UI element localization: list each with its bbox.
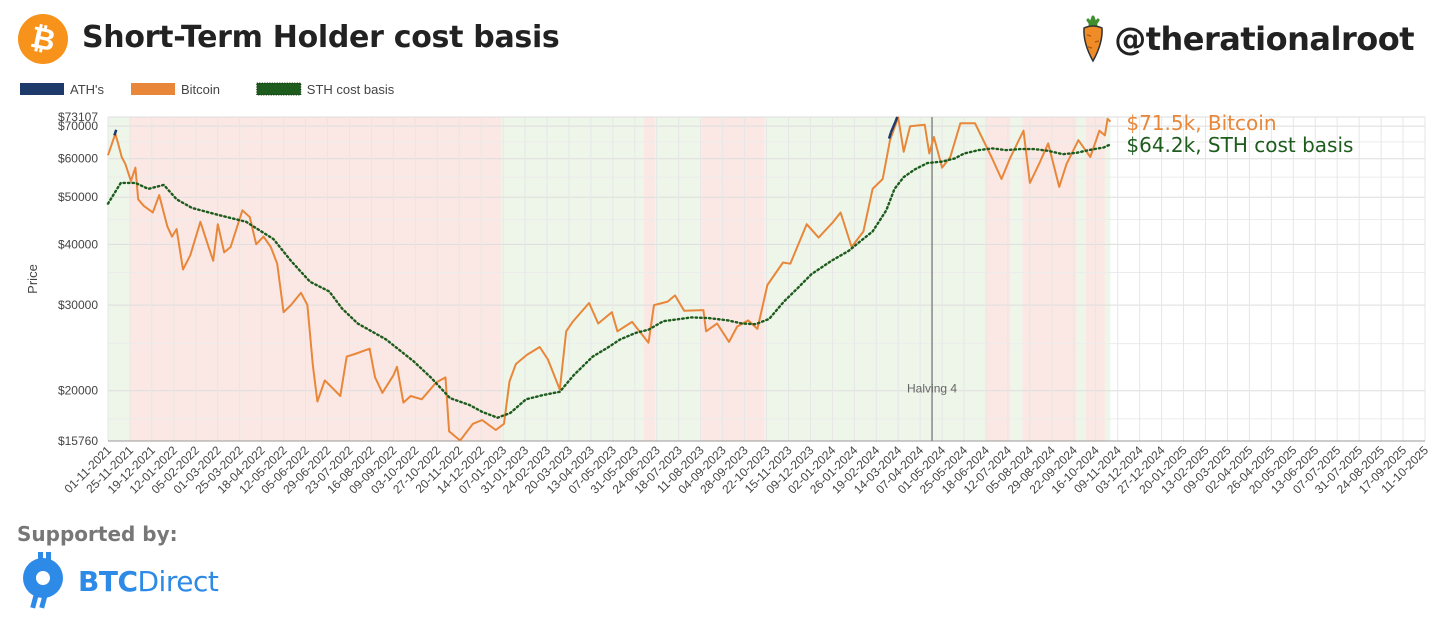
carrot-icon	[1083, 15, 1104, 63]
y-tick-label: $20000	[58, 384, 98, 398]
legend-swatch	[131, 83, 175, 95]
legend-label: Bitcoin	[181, 82, 220, 97]
y-axis-label: Price	[25, 264, 40, 294]
annotation-sth: $64.2k, STH cost basis	[1126, 133, 1353, 157]
series-sth-line	[106, 143, 1112, 419]
sponsor-name: BTCDirect	[78, 564, 219, 598]
y-tick-label: $50000	[58, 190, 98, 204]
y-tick-label: $30000	[58, 298, 98, 312]
regime-band	[1104, 117, 1111, 441]
sponsor-logo: BTCDirect	[20, 552, 219, 610]
brand: @therationalroot	[1080, 14, 1414, 64]
y-tick-label: $60000	[58, 152, 98, 166]
regime-band	[1076, 117, 1086, 441]
btc-direct-logo-icon	[23, 552, 63, 609]
halving-label: Halving 4	[907, 382, 957, 396]
series-ath-segment	[889, 121, 897, 134]
legend-label: STH cost basis	[307, 82, 395, 97]
y-tick-label: $70000	[58, 119, 98, 133]
legend-swatch	[256, 82, 302, 96]
series-ath-segment	[887, 132, 893, 139]
series-bitcoin-line	[107, 116, 1112, 442]
regime-band	[643, 117, 655, 441]
regime-band	[501, 117, 644, 441]
regime-band	[1022, 117, 1077, 441]
sponsor-name-rest: Direct	[137, 564, 219, 598]
page-title: Short-Term Holder cost basis	[82, 20, 560, 55]
y-tick-label: $15760	[58, 434, 98, 448]
regime-band	[701, 117, 765, 441]
regime-band	[108, 117, 130, 441]
legend-swatch	[20, 83, 64, 95]
sponsor-name-bold: BTC	[78, 564, 138, 598]
annotation-bitcoin: $71.5k, Bitcoin	[1126, 111, 1276, 135]
bitcoin-logo-icon: ₿	[18, 14, 68, 64]
y-tick-label: $73107	[58, 110, 98, 124]
brand-handle: @therationalroot	[1114, 20, 1414, 58]
legend-label: ATH's	[70, 82, 105, 97]
supported-by-label: Supported by:	[17, 522, 178, 546]
y-tick-label: $40000	[58, 237, 98, 251]
regime-band	[1010, 117, 1023, 441]
chart: $73107$70000 $60000 $50000 $40000 $30000 $200…	[20, 82, 1431, 497]
regime-band	[764, 117, 986, 441]
series-ath-segment	[113, 129, 118, 136]
series-ath-segment	[894, 116, 899, 123]
